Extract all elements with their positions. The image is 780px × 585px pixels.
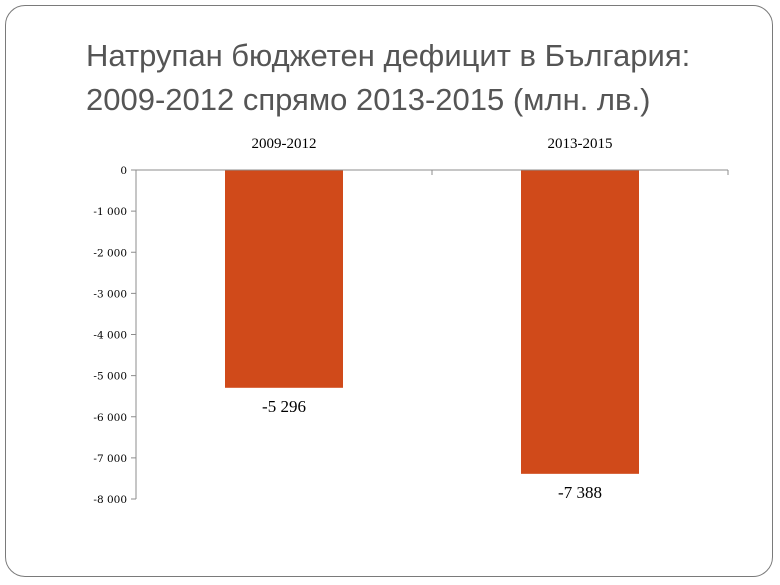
y-tick-label: 0 (120, 165, 127, 177)
chart-title-line-2: 2009-2012 спрямо 2013-2015 (млн. лв.) (86, 82, 651, 117)
bar-2013-2015 (521, 170, 639, 474)
chart-title-line-1: Натрупан бюджетен дефицит в България: (86, 38, 691, 73)
slide-frame (5, 5, 773, 577)
category-label: 2009-2012 (252, 136, 317, 152)
data-label: -7 388 (558, 483, 602, 502)
y-tick-label: -8 000 (93, 494, 127, 506)
y-tick-label: -7 000 (93, 453, 127, 465)
y-tick-label: -2 000 (93, 247, 127, 259)
y-tick-label: -3 000 (93, 288, 127, 300)
data-label: -5 296 (262, 397, 306, 416)
bar-2009-2012 (225, 170, 343, 388)
y-tick-label: -5 000 (93, 371, 127, 383)
y-tick-label: -1 000 (93, 206, 127, 218)
y-tick-label: -6 000 (93, 412, 127, 424)
chart-title: Натрупан бюджетен дефицит в България: 20… (86, 34, 746, 122)
y-tick-label: -4 000 (93, 330, 127, 342)
category-label: 2013-2015 (548, 136, 613, 152)
